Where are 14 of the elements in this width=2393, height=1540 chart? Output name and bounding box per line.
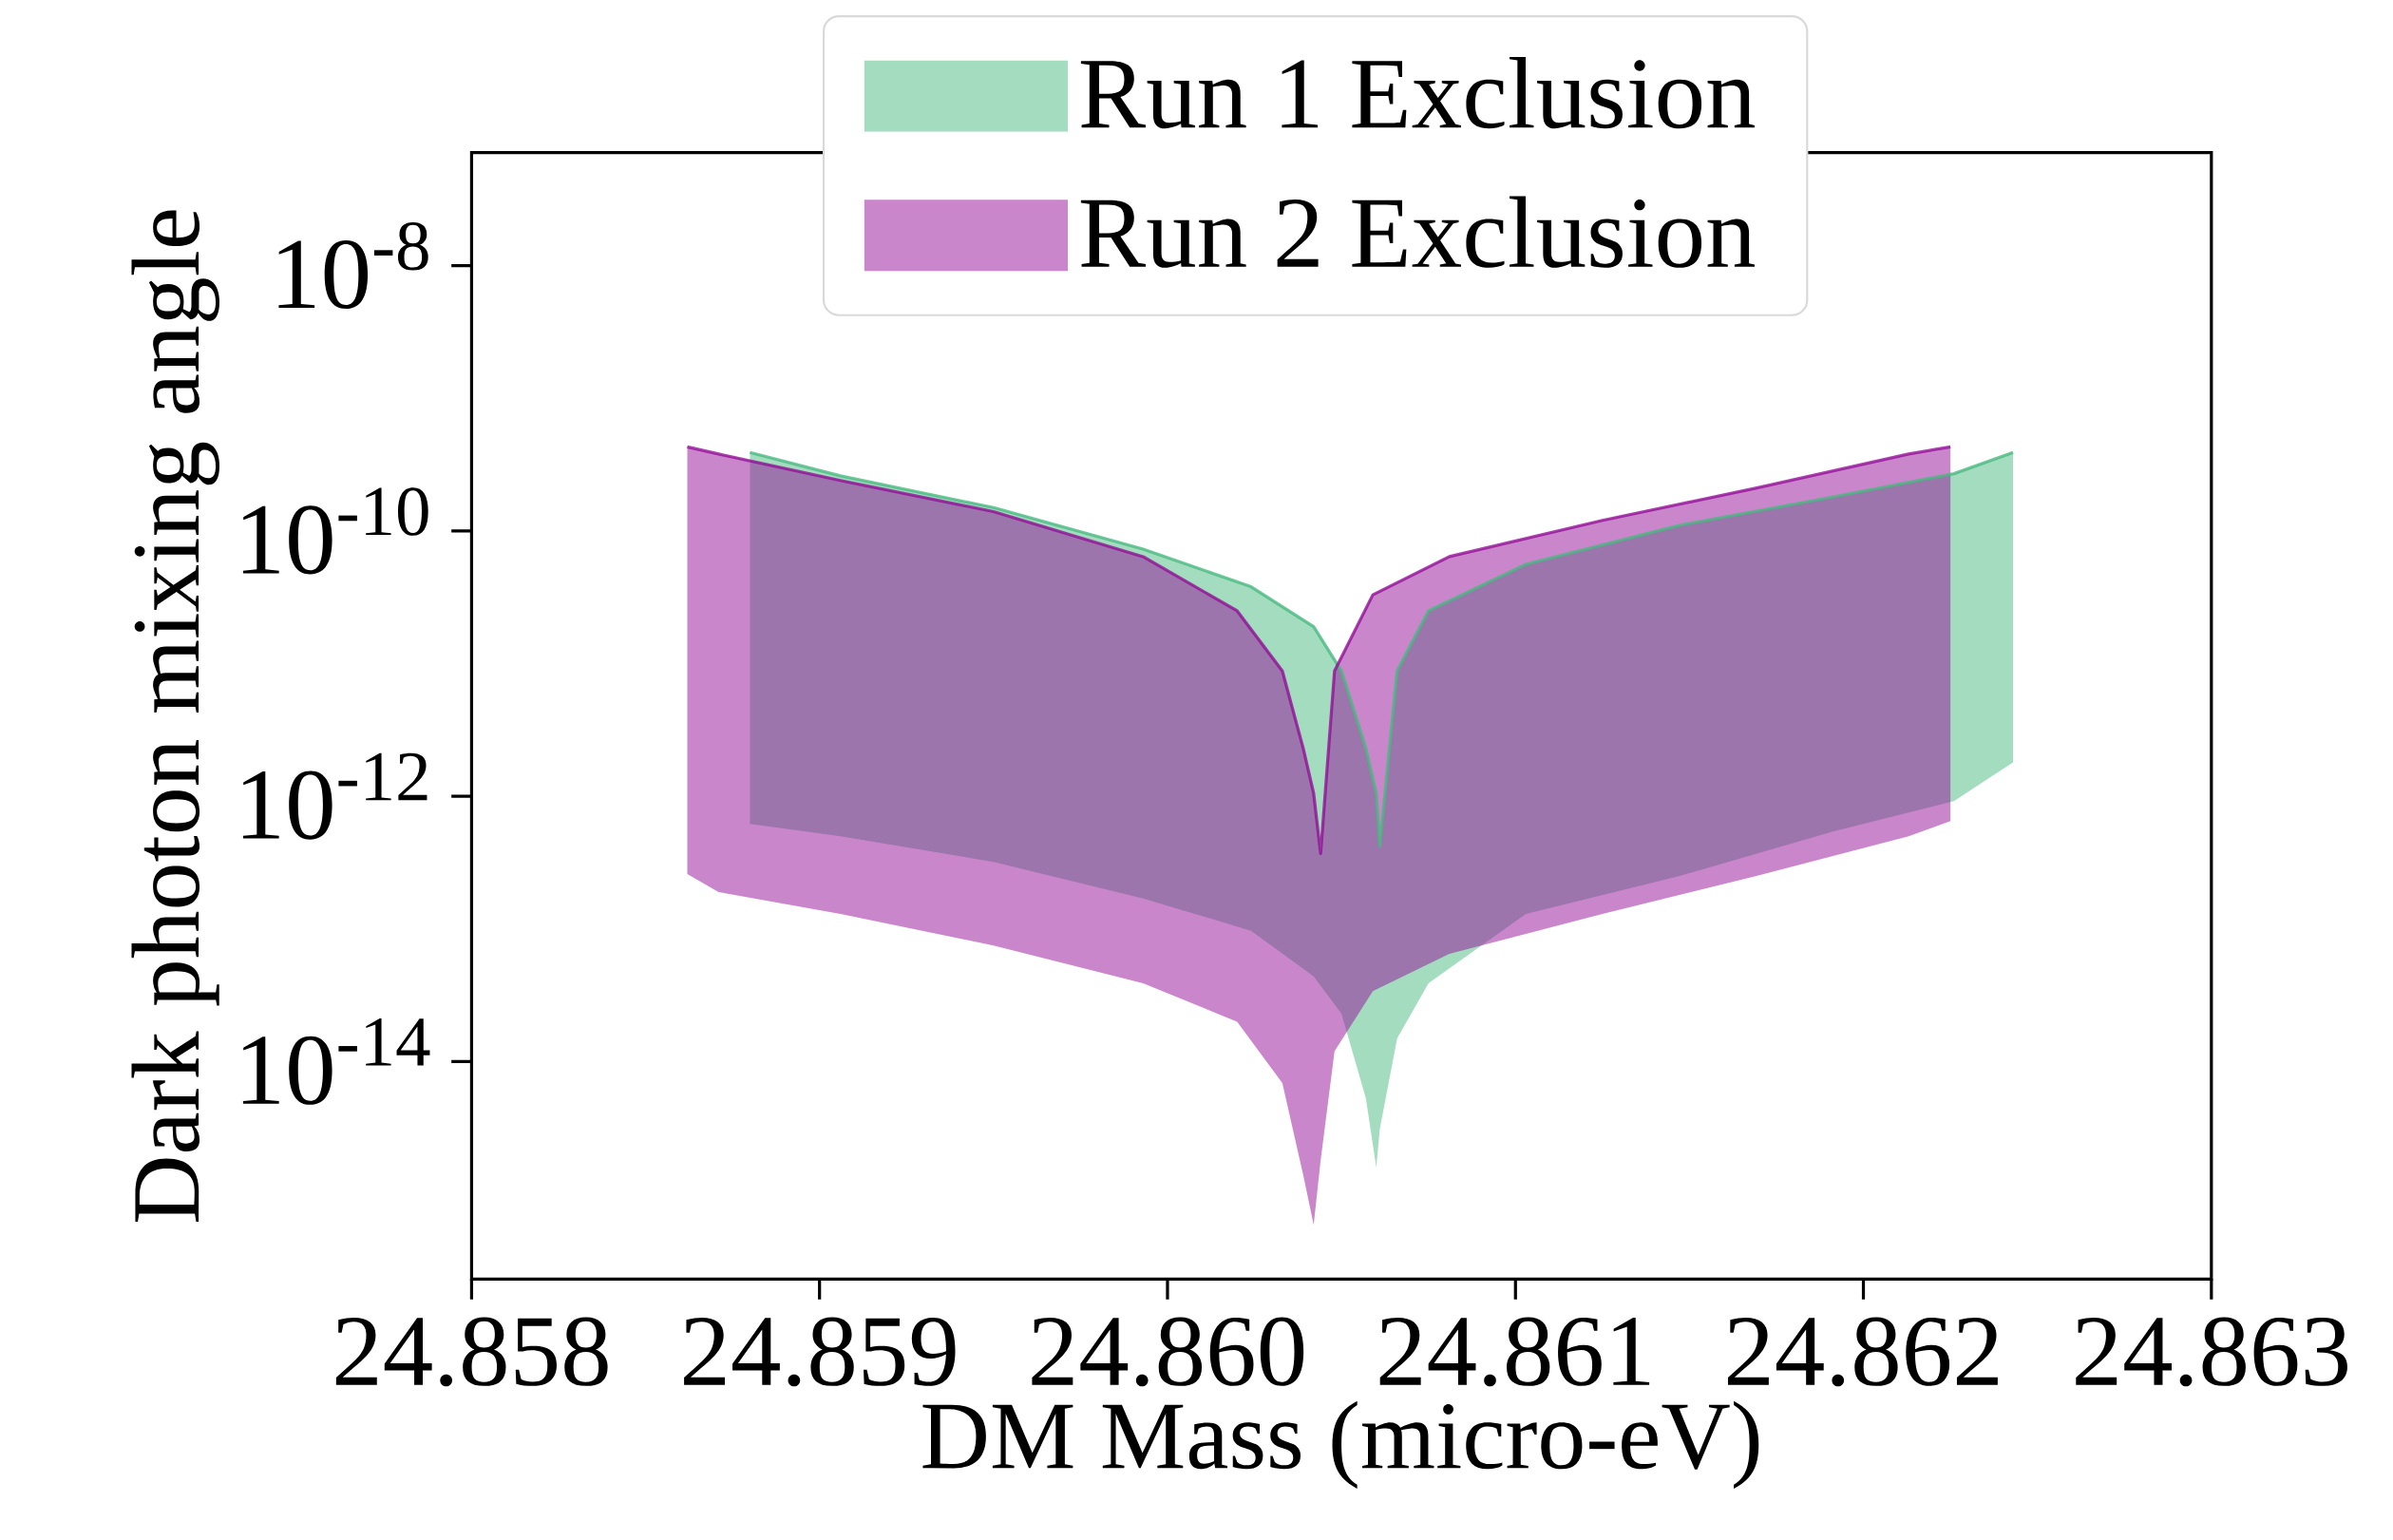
x-tick-label: 24.862 <box>1727 1317 1998 1387</box>
y-tick-label: 10$^{-10}$ <box>242 487 428 575</box>
y-axis-title: Dark photon mixing angle <box>131 210 219 1223</box>
x-tick-label: 24.861 <box>1379 1317 1650 1387</box>
legend-label: Run 1 Exclusion <box>1080 56 1756 129</box>
x-tick-label: 24.863 <box>2076 1317 2347 1387</box>
x-axis-title: DM Mass (micro-eV) <box>922 1400 1759 1489</box>
x-tick-label: 24.858 <box>335 1317 608 1387</box>
legend-label: Run 2 Exclusion <box>1080 196 1756 268</box>
y-tick-label: 10$^{-14}$ <box>242 1018 430 1105</box>
y-tick-label: 10$^{-12}$ <box>242 752 427 840</box>
y-tick-label: 10$^{-8}$ <box>278 221 428 310</box>
x-tick-label: 24.859 <box>684 1317 956 1387</box>
x-tick-label: 24.860 <box>1032 1317 1304 1387</box>
